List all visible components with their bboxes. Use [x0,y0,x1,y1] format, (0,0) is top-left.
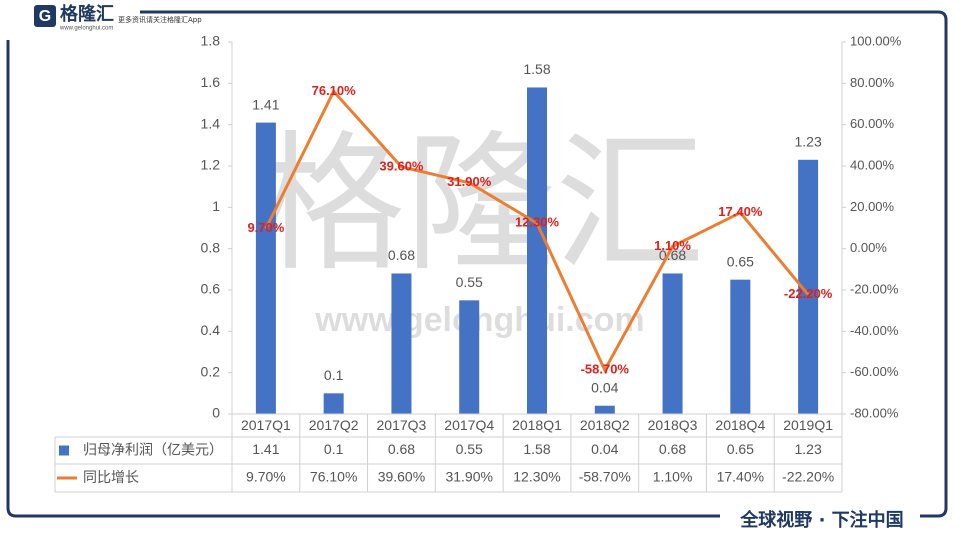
bar-value-label: 0.68 [388,247,415,263]
table-cell: 31.90% [445,469,492,485]
table-cell: 1.41 [252,441,279,457]
y2-tick-label: -60.00% [850,364,899,379]
bar [798,159,819,414]
y-tick-label: 0.8 [201,239,221,255]
y-tick-label: 1.8 [201,33,221,49]
x-tick-label: 2017Q1 [241,417,291,433]
y-tick-label: 1 [212,198,220,214]
bar [323,393,344,414]
x-tick-label: 2018Q3 [648,417,698,433]
frame [140,10,948,518]
y2-tick-label: 40.00% [850,157,895,172]
y2-tick-label: 80.00% [850,75,895,90]
x-tick-label: 2019Q1 [783,417,833,433]
bar-value-label: 0.04 [591,379,618,395]
x-tick-label: 2018Q1 [512,417,562,433]
legend-swatch [59,445,69,456]
bar [255,122,276,414]
table-cell: 0.65 [727,441,754,457]
line-value-label: -58.70% [581,361,630,376]
line-value-label: -22.20% [784,286,833,301]
table-cell: 1.23 [794,441,821,457]
logo-icon [34,5,56,27]
y2-tick-label: -80.00% [850,405,899,420]
chart: 0 0.2 0.4 0.6 0.8 1 1.2 1.4 1.6 1.8 -80.00% -60.00%… [54,33,902,493]
bar [391,273,412,414]
table-cell: 1.10% [653,469,693,485]
legend-label: 归母净利润（亿美元） [83,442,223,459]
table-cell: 1.58 [523,441,550,457]
logo: G 格隆汇 www.gelonghui.com 更多资讯请关注格隆汇App [34,3,202,32]
bar-value-label: 0.65 [727,253,754,269]
table-cell: 76.10% [310,469,357,485]
bar-value-label: 1.58 [523,61,550,77]
bar [662,273,683,414]
frame [6,40,720,518]
table-cell: 0.04 [591,441,618,457]
line-value-label: 31.90% [447,174,492,189]
y-tick-label: 0.2 [201,363,221,379]
x-tick-label: 2018Q2 [580,417,630,433]
y2-tick-label: 0.00% [850,240,887,255]
table-cell: 0.1 [324,441,344,457]
table-cell: -58.70% [579,469,631,485]
watermark-url: www.gelonghui.com [314,301,644,339]
y-tick-label: 0.6 [201,281,221,297]
x-tick-label: 2018Q4 [715,417,765,433]
y2-tick-label: 100.00% [850,33,902,48]
line-value-label: 76.10% [312,83,357,98]
y-tick-label: 0.4 [201,322,221,338]
y2-tick-label: 60.00% [850,116,895,131]
logo-url: www.gelonghui.com [59,26,113,32]
bar-value-label: 0.55 [456,274,483,290]
table-cell: 0.68 [388,441,415,457]
watermark: 格隆汇 www.gelonghui.com [255,118,705,339]
bar [527,87,547,414]
bar-value-label: 0.1 [324,367,344,383]
table-cell: 0.55 [456,441,483,457]
y-tick-label: 1.2 [201,157,221,173]
table-cell: 12.30% [513,469,560,485]
line-value-label: 12.30% [515,215,560,230]
table-cell: 0.68 [659,441,686,457]
y-tick-label: 1.4 [201,115,221,131]
slogan: 全球视野 · 下注中国 [739,509,903,531]
legend-label: 同比增长 [83,470,139,486]
line-value-label: 17.40% [718,204,763,219]
line-value-label: 1.10% [654,238,691,253]
table-cell: 17.40% [717,469,764,485]
bar [459,300,480,414]
line-value-label: 9.70% [247,220,284,235]
y2-tick-label: -40.00% [850,323,899,338]
line-value-label: 39.60% [379,158,424,173]
x-tick-label: 2017Q2 [309,417,359,433]
x-tick-label: 2017Q4 [444,417,494,433]
table-cell: 39.60% [378,469,425,485]
logo-icon-letter: G [39,8,51,25]
bar [730,279,751,414]
logo-tagline: 更多资讯请关注格隆汇App [118,15,202,24]
table-cell: -22.20% [782,469,834,485]
bar [594,405,615,414]
bar-value-label: 1.41 [252,96,279,112]
y2-tick-label: 20.00% [850,199,895,214]
x-tick-label: 2017Q3 [377,417,427,433]
table-cell: 9.70% [246,469,286,485]
y-tick-label: 0 [212,405,220,421]
y-tick-label: 1.6 [201,74,221,90]
logo-name: 格隆汇 [60,3,114,25]
line [264,88,810,374]
bar-value-label: 1.23 [794,134,821,150]
watermark-text: 格隆汇 [255,118,705,292]
y2-tick-label: -20.00% [850,281,899,296]
